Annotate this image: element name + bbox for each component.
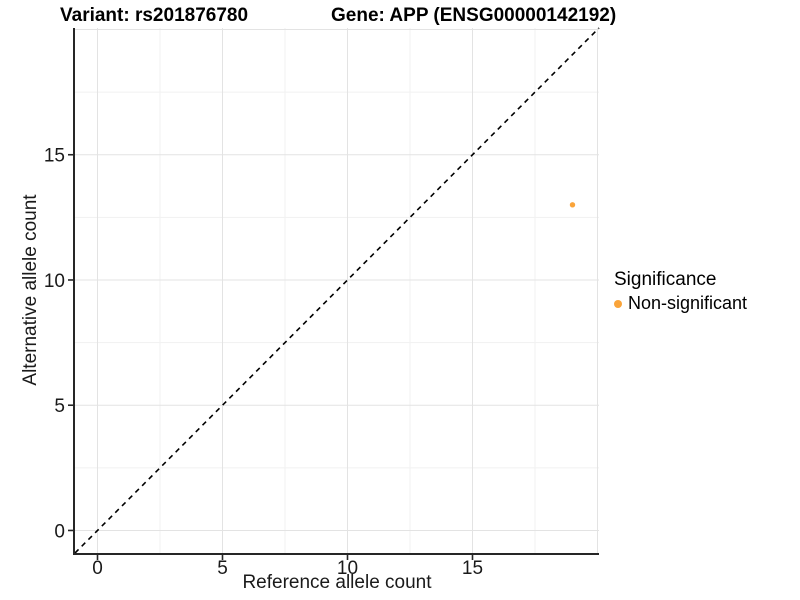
- legend-point-icon: [614, 299, 622, 308]
- y-tick-label: 0: [54, 521, 65, 542]
- y-tick-label: 5: [54, 396, 65, 417]
- plot-title-variant: Variant: rs201876780: [60, 5, 249, 26]
- legend-title: Significance: [614, 269, 717, 290]
- y-tick-label: 15: [44, 146, 65, 167]
- x-axis-label: Reference allele count: [242, 572, 432, 593]
- legend: Significance Non-significant: [614, 268, 747, 314]
- plot-title-gene: Gene: APP (ENSG00000142192): [331, 5, 617, 26]
- y-tick-label: 10: [44, 271, 65, 292]
- identity-dashed-line: [74, 27, 600, 554]
- y-axis-label: Alternative allele count: [20, 194, 41, 386]
- x-tick-label: 5: [217, 558, 228, 579]
- legend-item-label: Non-significant: [628, 293, 748, 313]
- x-tick-label: 10: [337, 558, 358, 579]
- x-tick-label: 15: [462, 558, 483, 579]
- data-point: [569, 202, 576, 208]
- legend-item: Non-significant: [614, 293, 747, 314]
- x-tick-label: 0: [92, 558, 103, 579]
